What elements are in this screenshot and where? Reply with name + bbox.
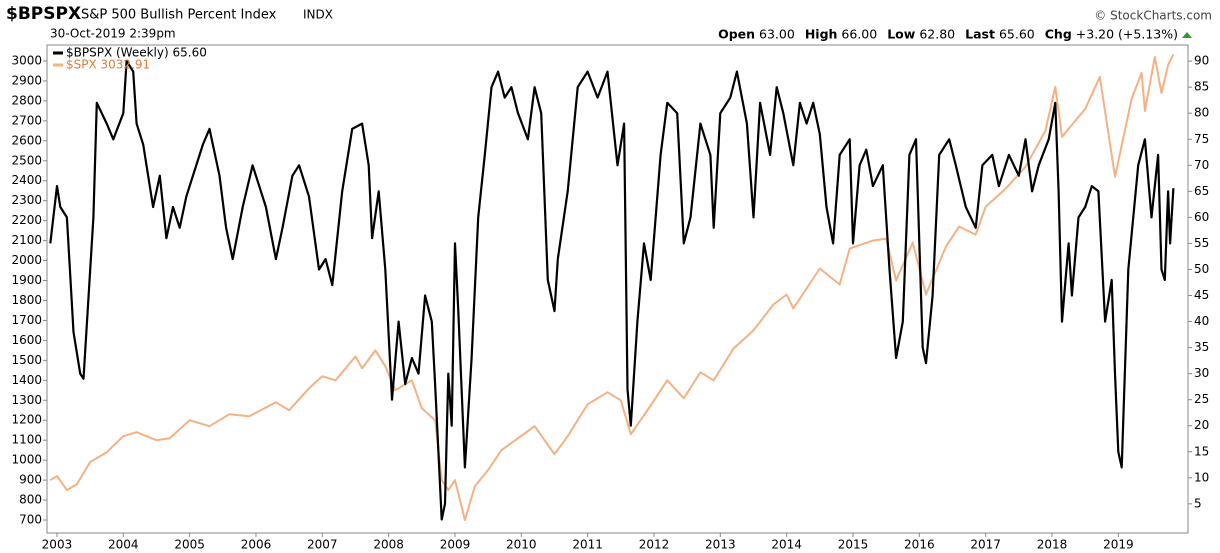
y-tick-label: 1700 xyxy=(11,313,42,327)
legend-label: $SPX 3032.91 xyxy=(66,58,150,72)
y2-tick-label: 10 xyxy=(1194,470,1209,484)
x-tick-label: 2009 xyxy=(440,538,471,552)
y-tick-label: 2300 xyxy=(11,193,42,207)
series-line xyxy=(49,53,1175,521)
quote-label: Chg xyxy=(1045,27,1072,42)
y2-tick-label: 40 xyxy=(1194,314,1209,328)
date: 30-Oct-2019 2:39pm xyxy=(50,27,176,41)
y-tick-label: 1200 xyxy=(11,413,42,427)
quote-value: +3.20 (+5.13%) xyxy=(1076,27,1178,42)
y2-tick-label: 45 xyxy=(1194,288,1209,302)
y2-tick-label: 75 xyxy=(1194,132,1209,146)
y-tick-label: 3000 xyxy=(11,53,42,67)
series-line xyxy=(49,60,1175,521)
y2-tick-label: 55 xyxy=(1194,236,1209,250)
y2-tick-label: 50 xyxy=(1194,262,1209,276)
credit: © StockCharts.com xyxy=(1094,9,1212,23)
y2-tick-label: 70 xyxy=(1194,158,1209,172)
quote-value: 65.60 xyxy=(999,27,1035,42)
y2-tick-label: 30 xyxy=(1194,366,1209,380)
x-tick-label: 2014 xyxy=(771,538,802,552)
y-tick-label: 2700 xyxy=(11,113,42,127)
x-tick-label: 2006 xyxy=(241,538,272,552)
plot-frame xyxy=(46,44,1189,534)
y-tick-label: 2400 xyxy=(11,173,42,187)
y-tick-label: 1300 xyxy=(11,393,42,407)
x-tick-label: 2012 xyxy=(639,538,670,552)
y-tick-label: 1600 xyxy=(11,333,42,347)
y2-tick-label: 15 xyxy=(1194,444,1209,458)
chart-title: $BPSPX xyxy=(6,4,81,24)
x-tick-label: 2016 xyxy=(904,538,935,552)
x-tick-label: 2005 xyxy=(174,538,205,552)
y2-tick-label: 90 xyxy=(1194,54,1209,68)
chart-subtitle: S&P 500 Bullish Percent Index xyxy=(81,8,277,23)
y2-tick-label: 25 xyxy=(1194,392,1209,406)
legend-label: $BPSPX (Weekly) 65.60 xyxy=(66,46,207,60)
y-tick-label: 1800 xyxy=(11,293,42,307)
x-tick-label: 2004 xyxy=(108,538,139,552)
x-tick-label: 2015 xyxy=(838,538,869,552)
y-tick-label: 2100 xyxy=(11,233,42,247)
y2-tick-label: 60 xyxy=(1194,210,1209,224)
y2-tick-label: 35 xyxy=(1194,340,1209,354)
y-tick-label: 1100 xyxy=(11,433,42,447)
y-tick-label: 1900 xyxy=(11,273,42,287)
y2-tick-label: 80 xyxy=(1194,106,1209,120)
y-tick-label: 800 xyxy=(19,493,42,507)
y2-tick-label: 5 xyxy=(1194,496,1202,510)
quote-label: Low xyxy=(887,27,916,42)
x-tick-label: 2011 xyxy=(572,538,603,552)
y-tick-label: 700 xyxy=(19,513,42,527)
y-tick-label: 2000 xyxy=(11,253,42,267)
y-tick-label: 900 xyxy=(19,473,42,487)
y-tick-label: 2500 xyxy=(11,153,42,167)
y-tick-label: 1400 xyxy=(11,373,42,387)
x-tick-label: 2019 xyxy=(1103,538,1134,552)
quote-value: 62.80 xyxy=(919,27,955,42)
x-tick-label: 2013 xyxy=(705,538,736,552)
y-tick-label: 1500 xyxy=(11,353,42,367)
y-tick-label: 2900 xyxy=(11,73,42,87)
exchange: INDX xyxy=(303,8,333,22)
quote-value: 66.00 xyxy=(841,27,877,42)
x-tick-label: 2007 xyxy=(307,538,338,552)
y-tick-label: 1000 xyxy=(11,453,42,467)
x-tick-label: 2003 xyxy=(42,538,73,552)
y-tick-label: 2600 xyxy=(11,133,42,147)
x-tick-label: 2018 xyxy=(1037,538,1068,552)
y-tick-label: 2200 xyxy=(11,213,42,227)
x-tick-label: 2008 xyxy=(373,538,404,552)
y-tick-label: 2800 xyxy=(11,93,42,107)
y2-tick-label: 85 xyxy=(1194,80,1209,94)
y2-tick-label: 20 xyxy=(1194,418,1209,432)
quote-label: Open xyxy=(718,27,755,42)
x-tick-label: 2017 xyxy=(970,538,1001,552)
quote-label: High xyxy=(805,27,838,42)
quote-label: Last xyxy=(965,27,995,42)
up-arrow xyxy=(1182,32,1192,38)
x-tick-label: 2010 xyxy=(506,538,537,552)
quote-value: 63.00 xyxy=(759,27,795,42)
y2-tick-label: 65 xyxy=(1194,184,1209,198)
